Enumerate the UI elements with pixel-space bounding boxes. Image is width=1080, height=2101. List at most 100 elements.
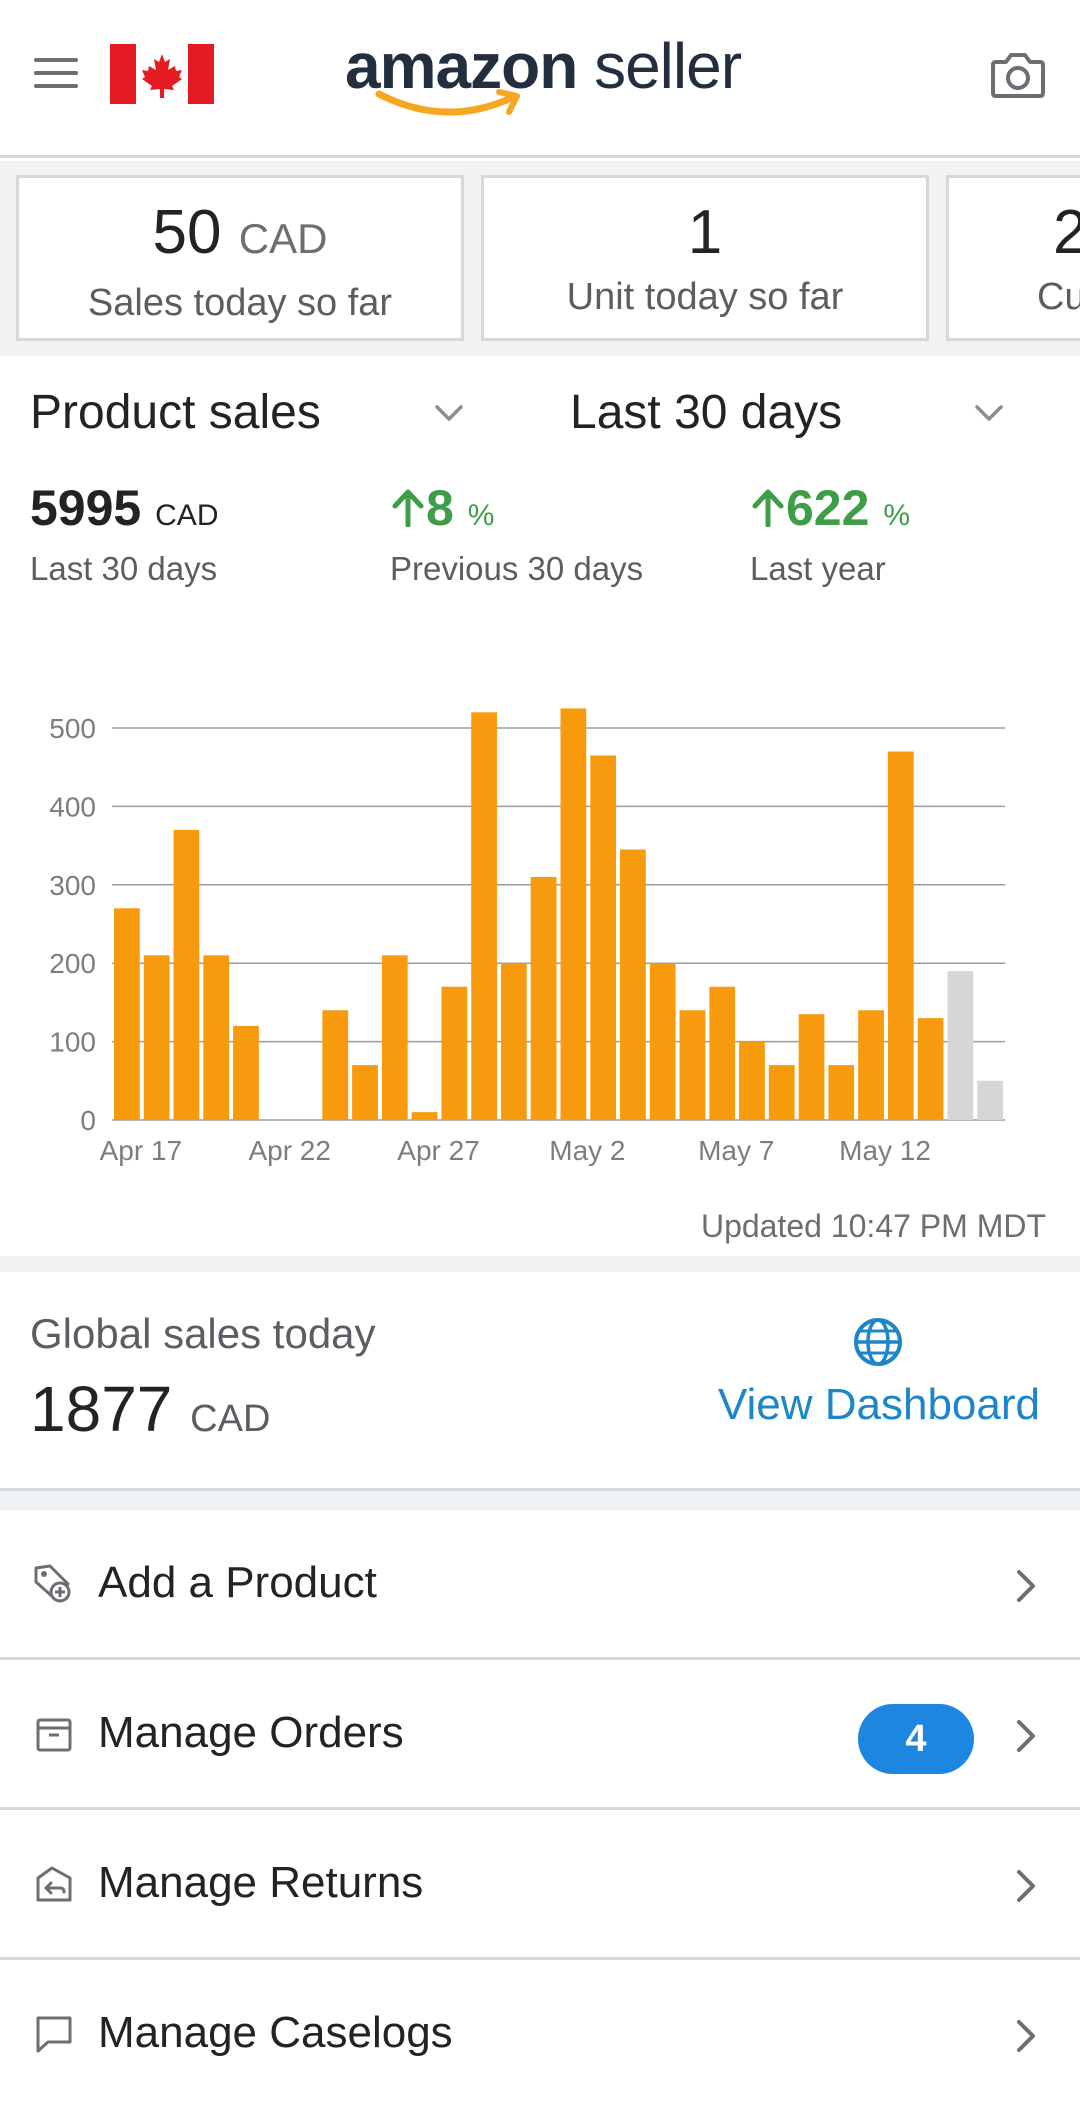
bar bbox=[500, 963, 527, 1120]
bar bbox=[352, 1065, 378, 1120]
bar bbox=[858, 1010, 884, 1120]
menu-icon[interactable] bbox=[34, 58, 78, 92]
chevron-right-icon bbox=[1017, 2020, 1035, 2052]
add-product-icon bbox=[34, 1564, 71, 1603]
menu-label: Manage Caselogs bbox=[98, 2008, 453, 2057]
metric-total-label: Last 30 days bbox=[30, 550, 218, 587]
y-tick-label: 300 bbox=[49, 870, 96, 901]
metric-year-value: 622 bbox=[786, 480, 870, 536]
menu-row-manage-returns[interactable]: Manage Returns bbox=[0, 1810, 1080, 1960]
chat-bubble-icon bbox=[36, 2016, 72, 2053]
metric-selector[interactable]: Product sales bbox=[30, 386, 321, 439]
x-tick-label: May 7 bbox=[698, 1135, 774, 1166]
metric-total: 5995 CAD Last 30 days bbox=[30, 480, 218, 588]
bar bbox=[977, 1080, 1003, 1120]
bar bbox=[203, 955, 230, 1120]
amazon-seller-logo: amazon seller bbox=[345, 30, 745, 120]
camera-icon[interactable] bbox=[990, 50, 1046, 100]
bar bbox=[947, 971, 974, 1120]
units-today-label: Unit today so far bbox=[566, 276, 844, 318]
sales-today-card[interactable]: 50 CAD Sales today so far bbox=[16, 175, 464, 341]
sales-today-label: Sales today so far bbox=[87, 282, 393, 324]
returns-icon bbox=[36, 1866, 72, 1902]
metric-prev: 8 % Previous 30 days bbox=[390, 480, 643, 588]
bar bbox=[679, 1010, 706, 1120]
bar bbox=[471, 712, 497, 1120]
global-sales-value: 1877 bbox=[30, 1373, 173, 1445]
chevron-right-icon bbox=[1017, 1570, 1035, 1602]
amazon-smile-icon bbox=[375, 89, 520, 116]
menu-label: Manage Orders bbox=[98, 1708, 404, 1757]
metric-total-value: 5995 bbox=[30, 480, 142, 536]
chevron-down-icon[interactable] bbox=[972, 396, 1006, 430]
bar bbox=[768, 1065, 795, 1120]
bar bbox=[381, 955, 408, 1120]
metric-total-unit: CAD bbox=[155, 499, 219, 532]
y-tick-label: 500 bbox=[49, 713, 96, 744]
view-dashboard-link[interactable]: View Dashboard bbox=[717, 1380, 1040, 1429]
arrow-up-icon bbox=[392, 489, 424, 527]
bar bbox=[233, 1025, 259, 1120]
metric-prev-value: 8 bbox=[426, 480, 454, 536]
y-tick-label: 200 bbox=[49, 948, 96, 979]
bar bbox=[620, 849, 646, 1120]
sales-today-value: 50 bbox=[152, 198, 222, 267]
menu-row-manage-caselogs[interactable]: Manage Caselogs bbox=[0, 1960, 1080, 2101]
bar bbox=[739, 1041, 765, 1120]
range-selector[interactable]: Last 30 days bbox=[570, 386, 843, 439]
menu-label: Manage Returns bbox=[98, 1858, 424, 1907]
bar bbox=[411, 1112, 438, 1120]
x-tick-label: Apr 17 bbox=[100, 1135, 183, 1166]
stat-cards-strip[interactable]: 50 CAD Sales today so far 1 Unit today s… bbox=[0, 161, 1080, 356]
canada-flag-icon[interactable] bbox=[110, 44, 214, 104]
orders-box-icon bbox=[36, 1718, 72, 1752]
app-header: amazon seller bbox=[0, 0, 1080, 158]
units-today-value: 1 bbox=[687, 198, 723, 267]
bar bbox=[828, 1065, 855, 1120]
bar bbox=[649, 963, 676, 1120]
chevron-down-icon[interactable] bbox=[432, 396, 466, 430]
orders-count-badge: 4 bbox=[858, 1704, 974, 1774]
metric-year: 622 % Last year bbox=[750, 480, 910, 588]
x-tick-label: May 12 bbox=[839, 1135, 931, 1166]
bar bbox=[530, 876, 557, 1120]
global-sales-title: Global sales today bbox=[30, 1310, 376, 1357]
logo-seller: seller bbox=[594, 30, 742, 102]
sales-bar-chart[interactable]: 0 100 200 300 400 500 Apr 17 Apr 22 Apr 27 May 2 M… bbox=[0, 700, 1080, 1170]
bar bbox=[709, 986, 736, 1120]
x-tick-label: May 2 bbox=[549, 1135, 625, 1166]
third-card[interactable]: 2 Cu bbox=[946, 175, 1080, 341]
y-tick-label: 100 bbox=[49, 1027, 96, 1058]
bar bbox=[590, 755, 617, 1120]
y-tick-label: 0 bbox=[80, 1105, 96, 1136]
global-sales-unit: CAD bbox=[190, 1398, 271, 1440]
chevron-right-icon bbox=[1017, 1720, 1035, 1752]
menu-row-add-product[interactable]: Add a Product bbox=[0, 1510, 1080, 1660]
metric-prev-label: Previous 30 days bbox=[390, 550, 644, 587]
x-tick-label: Apr 22 bbox=[248, 1135, 331, 1166]
globe-icon[interactable] bbox=[852, 1316, 904, 1368]
bar bbox=[560, 708, 587, 1120]
sales-today-unit: CAD bbox=[238, 215, 328, 262]
arrow-up-icon bbox=[752, 489, 784, 527]
updated-timestamp: Updated 10:47 PM MDT bbox=[700, 1208, 1046, 1244]
units-today-card[interactable]: 1 Unit today so far bbox=[481, 175, 929, 341]
logo-amazon: amazon bbox=[345, 30, 578, 102]
bar bbox=[173, 829, 200, 1120]
metric-year-label: Last year bbox=[750, 550, 886, 587]
bar bbox=[441, 986, 468, 1120]
x-tick-label: Apr 27 bbox=[397, 1135, 480, 1166]
metric-prev-unit: % bbox=[467, 499, 495, 532]
section-divider bbox=[0, 1256, 1080, 1272]
third-card-label: Cu bbox=[1037, 276, 1080, 318]
third-card-value: 2 bbox=[1053, 198, 1080, 267]
bar bbox=[917, 1018, 944, 1120]
bar bbox=[143, 955, 170, 1120]
metric-year-unit: % bbox=[883, 499, 911, 532]
bar bbox=[798, 1014, 825, 1120]
bar bbox=[887, 751, 914, 1120]
y-tick-label: 400 bbox=[49, 791, 96, 822]
chevron-right-icon bbox=[1017, 1870, 1035, 1902]
menu-label: Add a Product bbox=[98, 1558, 377, 1607]
menu-row-manage-orders[interactable]: Manage Orders 4 bbox=[0, 1660, 1080, 1810]
